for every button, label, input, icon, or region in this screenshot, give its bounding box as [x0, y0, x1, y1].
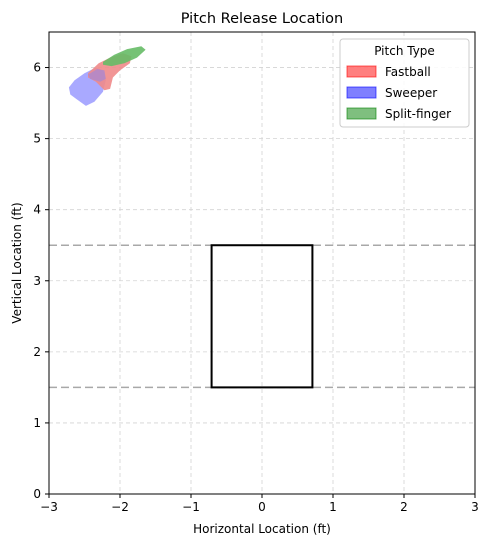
- x-axis-ticks: −3 −2 −1 0 1 2 3: [40, 494, 479, 514]
- y-axis-ticks: 0 1 2 3 4 5 6: [33, 61, 49, 501]
- pitch-regions: [68, 46, 146, 106]
- x-axis-label: Horizontal Location (ft): [193, 522, 331, 536]
- x-tick-label: 3: [471, 500, 479, 514]
- legend-swatch: [346, 65, 377, 78]
- y-tick-label: 6: [33, 61, 41, 75]
- x-tick-label: 1: [329, 500, 337, 514]
- legend-swatch: [346, 86, 377, 99]
- y-tick-label: 4: [33, 203, 41, 217]
- x-tick-label: 2: [400, 500, 408, 514]
- x-tick-label: −1: [182, 500, 200, 514]
- y-tick-label: 2: [33, 345, 41, 359]
- y-tick-label: 1: [33, 416, 41, 430]
- region-split-finger: [103, 46, 146, 67]
- x-tick-label: −3: [40, 500, 58, 514]
- legend-swatch: [346, 107, 377, 120]
- legend-label: Split-finger: [385, 107, 451, 121]
- legend: Pitch Type Fastball Sweeper Split-finger: [339, 38, 470, 128]
- legend-title: Pitch Type: [374, 44, 435, 58]
- region-overlap: [88, 69, 106, 82]
- strike-zone: [210, 244, 314, 389]
- y-axis-label: Vertical Location (ft): [10, 202, 24, 323]
- reference-lines: [49, 244, 475, 389]
- legend-label: Fastball: [385, 65, 431, 79]
- y-tick-label: 5: [33, 132, 41, 146]
- y-tick-label: 3: [33, 274, 41, 288]
- x-tick-label: −2: [111, 500, 129, 514]
- x-tick-label: 0: [258, 500, 266, 514]
- y-tick-label: 0: [33, 487, 41, 501]
- legend-box: [339, 38, 470, 128]
- legend-label: Sweeper: [385, 86, 437, 100]
- chart-title: Pitch Release Location: [181, 11, 344, 27]
- strike-zone-group: [210, 244, 314, 389]
